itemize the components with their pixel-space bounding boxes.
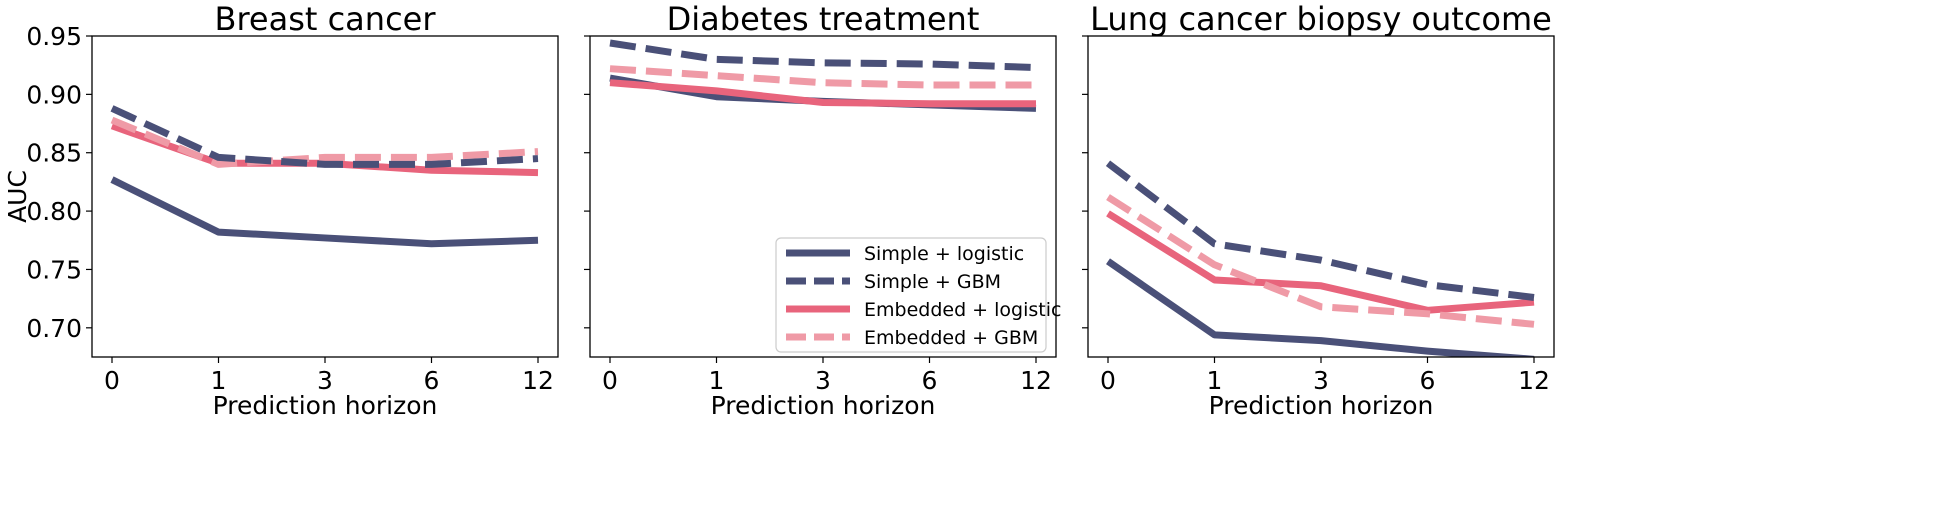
legend-label: Simple + logistic <box>864 243 1024 265</box>
y-tick-label: 0.75 <box>26 255 82 284</box>
series-line-embedded-logistic <box>609 79 1036 108</box>
panel-title: Diabetes treatment <box>667 0 980 38</box>
x-tick-label: 1 <box>1207 366 1223 395</box>
x-tick-label: 6 <box>424 366 440 395</box>
y-tick-label: 0.80 <box>26 197 82 226</box>
series-line-embedded-gbm <box>1106 194 1535 328</box>
series-line-embedded-gbm <box>110 116 539 168</box>
panel-title: Lung cancer biopsy outcome <box>1090 0 1552 38</box>
plot-frame <box>1087 35 1555 358</box>
legend: Simple + logistic Simple + GBM Embedded + … <box>775 237 1061 353</box>
x-tick-label: 1 <box>211 366 227 395</box>
legend-label: Embedded + logistic <box>864 299 1061 321</box>
x-tick-label: 12 <box>522 366 554 395</box>
y-tick-label: 0.90 <box>26 80 82 109</box>
series-line-simple-logistic <box>110 176 539 248</box>
legend-label: Simple + GBM <box>864 271 1001 293</box>
series-line-simple-logistic <box>1106 258 1535 357</box>
series-line-simple-gbm <box>609 39 1037 72</box>
panel-2: Diabetes treatment 0 1 3 6 12 Prediction horiz… <box>584 0 1061 420</box>
y-tick-label: 0.95 <box>26 22 82 51</box>
legend-box <box>775 237 1047 353</box>
y-axis-label: AUC <box>3 170 32 223</box>
x-tick-label: 6 <box>922 366 938 395</box>
y-tick-label: 0.85 <box>26 139 82 168</box>
series-line-embedded-logistic <box>1106 210 1535 314</box>
legend-label: Embedded + GBM <box>864 327 1038 349</box>
x-tick-label: 3 <box>317 366 333 395</box>
panel-3: Lung cancer biopsy outcome 0 1 3 6 12 Predicti… <box>1082 0 1555 420</box>
panel-title: Breast cancer <box>214 0 436 38</box>
x-tick-label: 0 <box>1100 366 1116 395</box>
x-tick-label: 1 <box>709 366 725 395</box>
x-tick-label: 0 <box>104 366 120 395</box>
x-tick-label: 0 <box>602 366 618 395</box>
x-tick-label: 6 <box>1420 366 1436 395</box>
x-axis-label: Prediction horizon <box>711 391 936 420</box>
y-tick-label: 0.70 <box>26 314 82 343</box>
plot-frame <box>589 35 1057 358</box>
x-axis-label: Prediction horizon <box>213 391 438 420</box>
x-tick-label: 12 <box>1518 366 1550 395</box>
series-line-embedded-gbm <box>609 65 1036 89</box>
series-line-simple-gbm <box>1105 160 1535 301</box>
x-tick-label: 3 <box>1313 366 1329 395</box>
x-tick-label: 12 <box>1020 366 1052 395</box>
series-line-simple-gbm <box>110 105 539 168</box>
x-tick-label: 3 <box>815 366 831 395</box>
x-axis-label: Prediction horizon <box>1209 391 1434 420</box>
panel-1: Breast cancer 0.95 0.90 0.85 0.80 0.75 0.70 0 1 3… <box>3 0 559 420</box>
plot-frame <box>91 35 559 358</box>
